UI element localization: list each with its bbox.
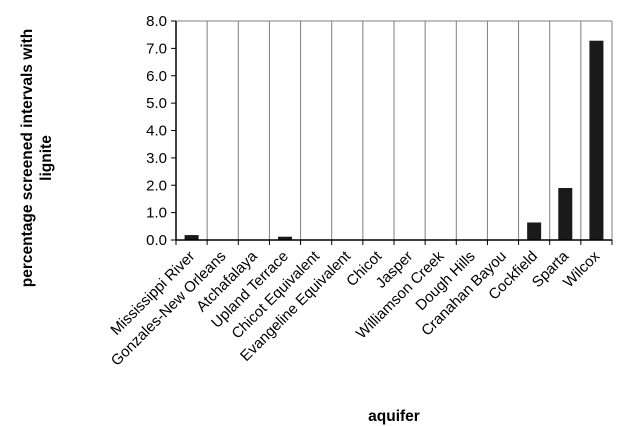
x-axis-title: aquifer — [368, 408, 420, 425]
axes — [171, 20, 613, 245]
y-tick-label: 3.0 — [146, 150, 167, 167]
bar — [184, 235, 199, 240]
y-tick-label: 7.0 — [146, 40, 167, 57]
y-tick-label: 0.0 — [146, 232, 167, 249]
bars — [184, 40, 604, 241]
y-axis-title-line2: lignite — [38, 135, 55, 181]
y-tick-label: 2.0 — [146, 177, 167, 194]
y-tick-labels: 0.0 1.0 2.0 3.0 4.0 5.0 6.0 7.0 8.0 — [146, 13, 167, 249]
bar — [558, 187, 573, 240]
y-tick-label: 5.0 — [146, 95, 167, 112]
y-axis-title-line1: percentage screened intervals with — [19, 29, 36, 287]
bar — [589, 40, 604, 241]
y-tick-label: 1.0 — [146, 205, 167, 222]
y-tick-label: 8.0 — [146, 13, 167, 30]
bar — [527, 222, 542, 240]
gridlines — [176, 20, 613, 240]
bar — [278, 236, 292, 240]
x-category-label: Wilcox — [560, 247, 604, 291]
y-tick-label: 6.0 — [146, 68, 167, 85]
y-tick-label: 4.0 — [146, 123, 167, 140]
